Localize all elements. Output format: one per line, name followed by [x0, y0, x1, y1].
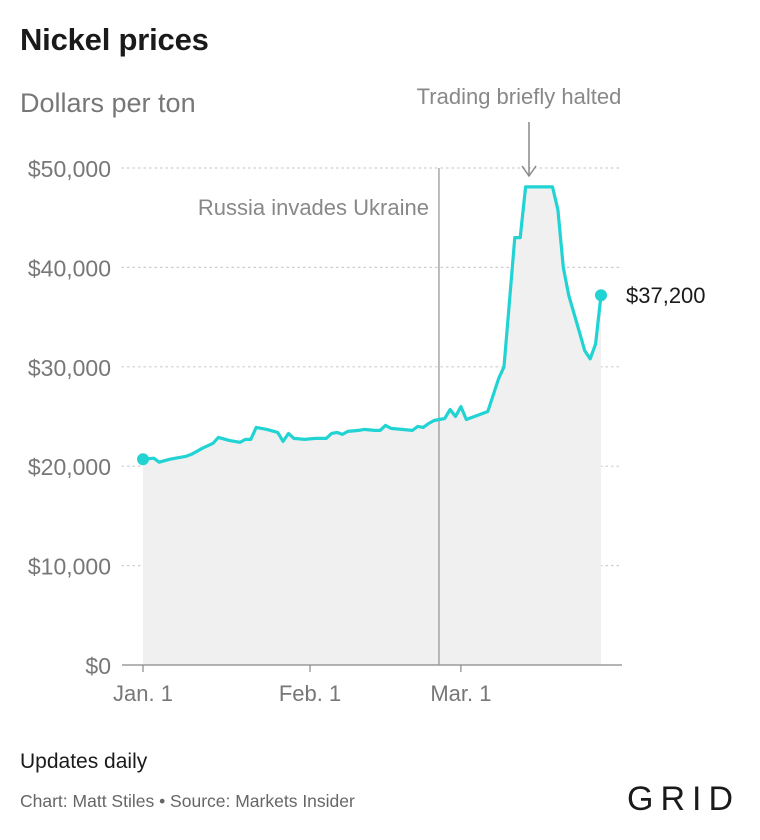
price-line	[141, 185, 603, 464]
invasion-annotation-label: Russia invades Ukraine	[198, 195, 429, 220]
y-tick-label: $10,000	[28, 554, 111, 580]
chart-credits: Chart: Matt Stiles • Source: Markets Ins…	[20, 791, 355, 811]
chart-subtitle: Dollars per ton	[20, 88, 196, 118]
y-tick-label: $0	[85, 653, 111, 679]
y-tick-label: $50,000	[28, 156, 111, 182]
end-value-label: $37,200	[626, 283, 706, 308]
halt-arrow-head	[521, 165, 537, 178]
update-note: Updates daily	[20, 750, 148, 773]
grid-logo: GRID	[627, 780, 740, 818]
price-area	[143, 186, 601, 665]
x-tick-label: Feb. 1	[279, 681, 341, 706]
y-tick-label: $40,000	[28, 255, 111, 281]
halt-annotation-label: Trading briefly halted	[417, 84, 622, 109]
y-tick-label: $30,000	[28, 355, 111, 381]
x-tick-label: Mar. 1	[430, 681, 491, 706]
chart-title: Nickel prices	[20, 22, 209, 57]
x-tick-label: Jan. 1	[113, 681, 173, 706]
start-point-dot	[137, 453, 149, 466]
y-tick-label: $20,000	[28, 454, 111, 480]
end-point-dot	[595, 289, 607, 302]
